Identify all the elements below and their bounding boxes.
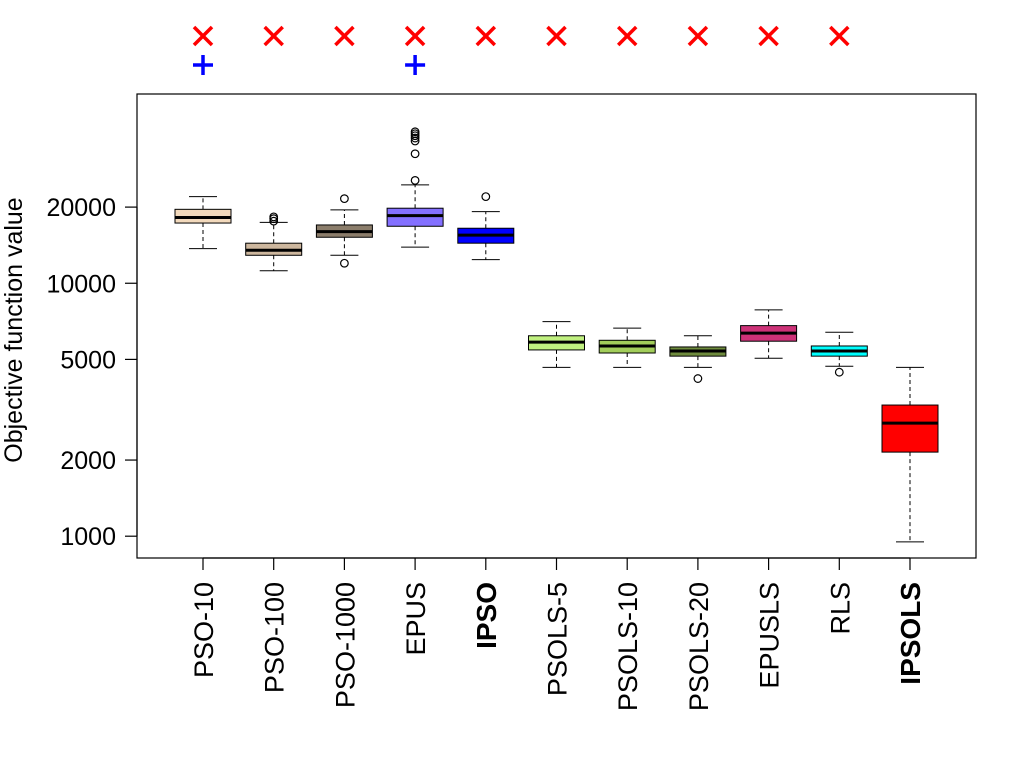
outlier-point — [340, 258, 349, 268]
box-rls — [810, 331, 868, 377]
outlier-point — [410, 176, 420, 185]
outlier-point — [269, 216, 279, 226]
x-tick-label: PSOLS-5 — [543, 582, 573, 696]
outlier-point — [481, 192, 491, 202]
outlier-point — [269, 212, 279, 222]
cross-stroke — [616, 25, 638, 47]
y-tick-label: 20000 — [46, 194, 116, 222]
box-pso-1000 — [315, 194, 373, 268]
y-tick-label: 10000 — [46, 270, 116, 298]
outlier-point — [693, 374, 703, 383]
box-psols-5 — [528, 321, 585, 368]
cross-stroke — [475, 25, 497, 47]
x-tick-label: PSO-10 — [189, 582, 219, 678]
cross-mark — [263, 25, 284, 47]
outlier-point — [410, 127, 420, 137]
box-psols-20 — [669, 335, 727, 383]
x-tick-label: IPSO — [471, 582, 502, 649]
x-axis: PSO-10 PSO-100 PSO-1000 EPUS IPSO PSOLS-5 PSOL… — [189, 557, 926, 711]
y-tick-label: 1000 — [60, 523, 116, 551]
y-tick-label: 2000 — [60, 447, 116, 475]
cross-stroke — [334, 25, 355, 47]
box-pso-10 — [174, 196, 232, 250]
x-tick-label: IPSOLS — [895, 582, 926, 685]
cross-mark — [404, 25, 426, 47]
outlier-point — [834, 367, 844, 377]
x-tick-label: PSOLS-20 — [684, 582, 714, 711]
cross-stroke — [404, 25, 426, 47]
outlier-point — [340, 194, 349, 204]
x-tick-label: EPUS — [401, 582, 431, 656]
x-tick-label: PSO-100 — [260, 582, 290, 693]
x-tick-label: PSO-1000 — [330, 582, 360, 708]
iqr-box — [386, 207, 444, 227]
significance-marks — [192, 25, 850, 75]
box-psols-10 — [598, 327, 656, 368]
plus-mark — [405, 55, 426, 75]
x-tick-label: RLS — [825, 582, 855, 635]
outlier-point — [410, 149, 420, 159]
cross-mark — [687, 25, 709, 47]
box-epusls — [740, 309, 798, 359]
x-tick-label: EPUSLS — [755, 582, 785, 689]
cross-mark — [475, 25, 497, 47]
y-tick-label: 5000 — [60, 346, 116, 374]
cross-stroke — [192, 25, 214, 47]
box-pso-100 — [245, 212, 303, 272]
y-axis: 1000 2000 5000 10000 20000 — [46, 194, 138, 551]
iqr-box — [881, 404, 939, 453]
cross-mark — [616, 25, 638, 47]
cross-mark — [334, 25, 355, 47]
cross-stroke — [758, 25, 779, 47]
plus-mark — [193, 55, 213, 75]
box-ipso — [457, 192, 515, 261]
cross-mark — [192, 25, 214, 47]
y-axis-label: Objective function value — [0, 197, 28, 462]
cross-stroke — [263, 25, 284, 47]
cross-mark — [546, 25, 567, 47]
cross-stroke — [546, 25, 567, 47]
cross-mark — [829, 25, 850, 47]
box-ipsols — [881, 366, 939, 543]
x-tick-label: PSOLS-10 — [613, 582, 643, 711]
cross-stroke — [829, 25, 850, 47]
boxes — [174, 127, 939, 543]
box-epus — [386, 127, 444, 248]
cross-mark — [758, 25, 779, 47]
outlier-point — [410, 133, 420, 143]
cross-stroke — [687, 25, 709, 47]
